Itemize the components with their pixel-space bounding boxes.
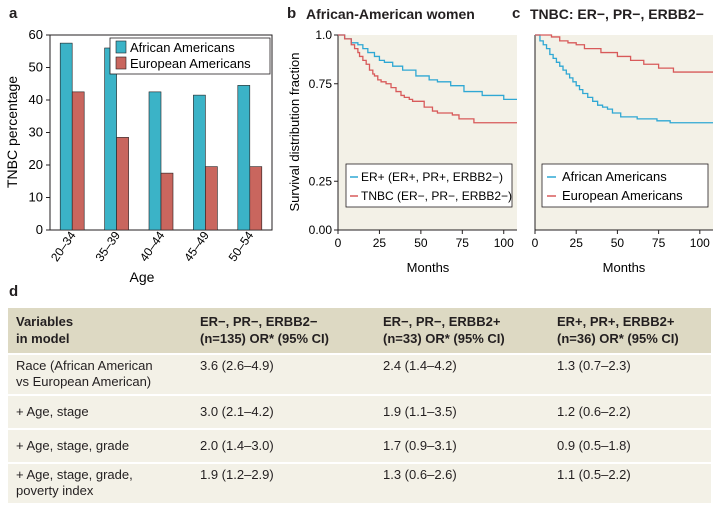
panel-a-letter: a	[9, 5, 18, 22]
panel-b-ytick-label: 0.00	[309, 223, 333, 237]
panel-a-xtick-label: 45–49	[181, 228, 212, 264]
panel-a-bar-african-americans	[148, 91, 162, 231]
panel-a-bar-european-americans	[249, 166, 263, 231]
panel-a-ytick-label: 50	[29, 60, 43, 75]
legend-swatch-african-americans	[115, 40, 127, 54]
panel-a-bar-european-americans	[205, 166, 218, 231]
panel-c-xtick-label: 75	[652, 236, 666, 250]
panel-b-curve-series-2	[338, 34, 517, 124]
panel-b-ytick-label: 1.0	[315, 28, 332, 42]
panel-a-xlabel: Age	[130, 269, 155, 285]
legend-label-tnbc: TNBC (ER−, PR−, ERBB2−)	[361, 189, 512, 203]
cell-value: 1.3 (0.6–2.6)	[375, 462, 549, 503]
legend-swatch-european-americans	[115, 56, 127, 70]
legend-label-er-positive: ER+ (ER+, PR+, ERBB2−)	[361, 170, 503, 184]
panel-c-legend: African Americans European Americans	[541, 163, 709, 208]
panel-a-bar-african-americans	[237, 85, 251, 231]
panel-b-xtick-label: 25	[373, 236, 387, 250]
panel-a-bar-african-americans	[59, 42, 73, 231]
cell-value: 1.2 (0.6–2.2)	[549, 394, 711, 429]
panel-b-xtick-label: 100	[494, 236, 514, 250]
panel-c-curve-series-2	[535, 34, 713, 73]
panel-a-ytick-label: 10	[29, 190, 43, 205]
panel-b-xtick-label: 50	[414, 236, 428, 250]
panel-b-xlabel: Months	[407, 260, 450, 275]
panel-a-bar-african-americans	[193, 94, 206, 231]
legend-label-european-americans-c: European Americans	[562, 188, 683, 203]
panel-a-ytick-label: 20	[29, 157, 43, 172]
panel-c-letter: c	[512, 5, 521, 22]
header-variables: Variables in model	[8, 308, 192, 354]
panel-a-bar-european-americans	[71, 91, 85, 231]
cell-value: 2.4 (1.4–4.2)	[375, 353, 549, 395]
panel-b-xtick-label: 0	[335, 236, 342, 250]
legend-label-african-americans-c: African Americans	[562, 169, 667, 184]
header-triple-negative: ER−, PR−, ERBB2− (n=135) OR* (95% CI)	[192, 308, 375, 354]
panel-c-curve-series-1	[535, 34, 713, 124]
panel-d-letter: d	[9, 283, 19, 300]
table-row: Race (African American vs European Americ…	[8, 353, 711, 395]
panel-c-xtick-label: 100	[690, 236, 710, 250]
panel-b-curve-series-1	[338, 34, 517, 100]
panel-c-title: TNBC: ER−, PR−, ERBB2−	[530, 6, 704, 22]
panel-c-xtick-label: 50	[611, 236, 625, 250]
table-row: + Age, stage, grade 2.0 (1.4–3.0) 1.7 (0…	[8, 428, 711, 463]
panel-a-ytick-label: 60	[29, 27, 43, 42]
cell-value: 1.7 (0.9–3.1)	[375, 428, 549, 463]
cell-value: 1.9 (1.1–3.5)	[375, 394, 549, 429]
panel-a-xtick-label: 50–54	[226, 228, 257, 264]
panel-a-ylabel: TNBC percentage	[4, 76, 20, 188]
row-label: + Age, stage, grade	[8, 428, 192, 463]
cell-value: 3.6 (2.6–4.9)	[192, 353, 375, 395]
panel-b-xtick-label: 75	[456, 236, 470, 250]
panel-d-odds-ratio-table: Variables in model ER−, PR−, ERBB2− (n=135…	[8, 308, 711, 503]
panel-b-ytick-label: 0.75	[309, 77, 333, 91]
cell-value: 3.0 (2.1–4.2)	[192, 394, 375, 429]
table-header-row: Variables in model ER−, PR−, ERBB2− (n=135…	[8, 308, 711, 354]
panel-a-bar-european-americans	[160, 172, 174, 231]
cell-value: 2.0 (1.4–3.0)	[192, 428, 375, 463]
panel-b-ytick-label: 0.25	[309, 174, 333, 188]
row-label: + Age, stage, grade, poverty index	[8, 462, 192, 503]
panel-b-ylabel: Survival distribution fraction	[287, 53, 302, 212]
cell-value: 1.1 (0.5–2.2)	[549, 462, 711, 503]
row-label: + Age, stage	[8, 394, 192, 429]
header-erbb2-positive: ER−, PR−, ERBB2+ (n=33) OR* (95% CI)	[375, 308, 549, 354]
panel-a-bar-african-americans	[104, 47, 117, 231]
cell-value: 1.3 (0.7–2.3)	[549, 353, 711, 395]
legend-label-european-americans: European Americans	[130, 56, 251, 71]
panel-c-xlabel: Months	[603, 260, 646, 275]
panel-c-survival-chart: 0 25 50 75 100 Months African Americans Euro…	[532, 34, 713, 275]
panel-a-ytick-label: 0	[36, 222, 43, 237]
panel-b-survival-chart: 0 25 50 75 100 0.00 0.25 0.75 1.0 Survival distr…	[287, 28, 517, 275]
header-triple-positive: ER+, PR+, ERBB2+ (n=36) OR* (95% CI)	[549, 308, 711, 354]
panel-a-ytick-label: 30	[29, 125, 43, 140]
panel-b-letter: b	[287, 5, 297, 22]
panel-a-xtick-label: 35–39	[92, 228, 123, 264]
panel-a-xtick-label: 40–44	[137, 228, 168, 264]
panel-a-legend: African Americans European Americans	[109, 37, 271, 75]
table-row: + Age, stage, grade, poverty index 1.9 (1…	[8, 462, 711, 503]
panel-a-bar-european-americans	[116, 137, 129, 231]
cell-value: 1.9 (1.2–2.9)	[192, 462, 375, 503]
panel-a-ytick-label: 40	[29, 92, 43, 107]
panel-c-xtick-label: 0	[532, 236, 539, 250]
panel-b-title: African-American women	[306, 6, 475, 22]
row-label: Race (African American vs European Americ…	[8, 353, 192, 395]
cell-value: 0.9 (0.5–1.8)	[549, 428, 711, 463]
panel-a-xtick-label: 20–34	[48, 228, 79, 264]
legend-label-african-americans: African Americans	[130, 40, 235, 55]
table-row: + Age, stage 3.0 (2.1–4.2) 1.9 (1.1–3.5)…	[8, 394, 711, 429]
panel-c-xtick-label: 25	[570, 236, 584, 250]
panel-b-legend: ER+ (ER+, PR+, ERBB2−) TNBC (ER−, PR−, E…	[345, 163, 513, 208]
